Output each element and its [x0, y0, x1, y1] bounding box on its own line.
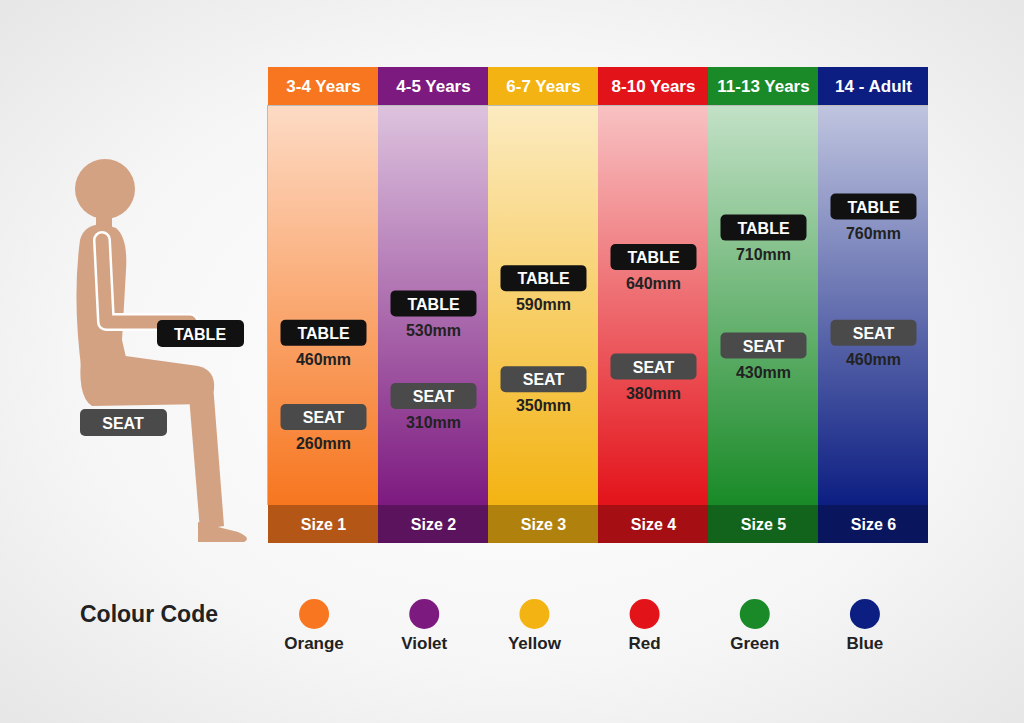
svg-text:Yellow: Yellow: [508, 634, 562, 653]
svg-text:Colour Code: Colour Code: [80, 601, 218, 627]
svg-text:Orange: Orange: [284, 634, 344, 653]
svg-text:380mm: 380mm: [626, 385, 681, 402]
svg-text:Size 3: Size 3: [521, 516, 566, 533]
svg-text:310mm: 310mm: [406, 414, 461, 431]
svg-text:SEAT: SEAT: [413, 388, 455, 405]
svg-text:460mm: 460mm: [296, 351, 351, 368]
svg-text:TABLE: TABLE: [174, 326, 226, 343]
svg-text:SEAT: SEAT: [303, 409, 345, 426]
svg-text:SEAT: SEAT: [633, 359, 675, 376]
svg-text:SEAT: SEAT: [523, 371, 565, 388]
svg-text:Violet: Violet: [401, 634, 447, 653]
svg-text:11-13 Years: 11-13 Years: [717, 77, 809, 96]
svg-text:Size 4: Size 4: [631, 516, 676, 533]
svg-text:TABLE: TABLE: [517, 270, 569, 287]
svg-text:6-7 Years: 6-7 Years: [506, 77, 580, 96]
svg-text:Size 1: Size 1: [301, 516, 346, 533]
svg-text:3-4 Years: 3-4 Years: [286, 77, 360, 96]
svg-text:TABLE: TABLE: [297, 325, 349, 342]
svg-text:530mm: 530mm: [406, 322, 461, 339]
svg-text:SEAT: SEAT: [743, 338, 785, 355]
svg-text:Size 2: Size 2: [411, 516, 456, 533]
svg-text:460mm: 460mm: [846, 351, 901, 368]
svg-text:350mm: 350mm: [516, 397, 571, 414]
svg-text:Size 5: Size 5: [741, 516, 786, 533]
svg-text:8-10 Years: 8-10 Years: [612, 77, 696, 96]
svg-text:TABLE: TABLE: [627, 249, 679, 266]
svg-text:Blue: Blue: [846, 634, 883, 653]
svg-text:4-5 Years: 4-5 Years: [396, 77, 470, 96]
svg-text:760mm: 760mm: [846, 225, 901, 242]
svg-text:TABLE: TABLE: [407, 296, 459, 313]
svg-text:SEAT: SEAT: [853, 325, 895, 342]
svg-text:TABLE: TABLE: [737, 220, 789, 237]
svg-text:14 - Adult: 14 - Adult: [835, 77, 912, 96]
svg-text:Size 6: Size 6: [851, 516, 896, 533]
svg-text:710mm: 710mm: [736, 246, 791, 263]
svg-text:SEAT: SEAT: [102, 415, 144, 432]
svg-text:TABLE: TABLE: [847, 199, 899, 216]
svg-text:430mm: 430mm: [736, 364, 791, 381]
svg-text:590mm: 590mm: [516, 296, 571, 313]
svg-text:260mm: 260mm: [296, 435, 351, 452]
svg-text:640mm: 640mm: [626, 275, 681, 292]
svg-text:Red: Red: [629, 634, 661, 653]
svg-text:Green: Green: [730, 634, 779, 653]
